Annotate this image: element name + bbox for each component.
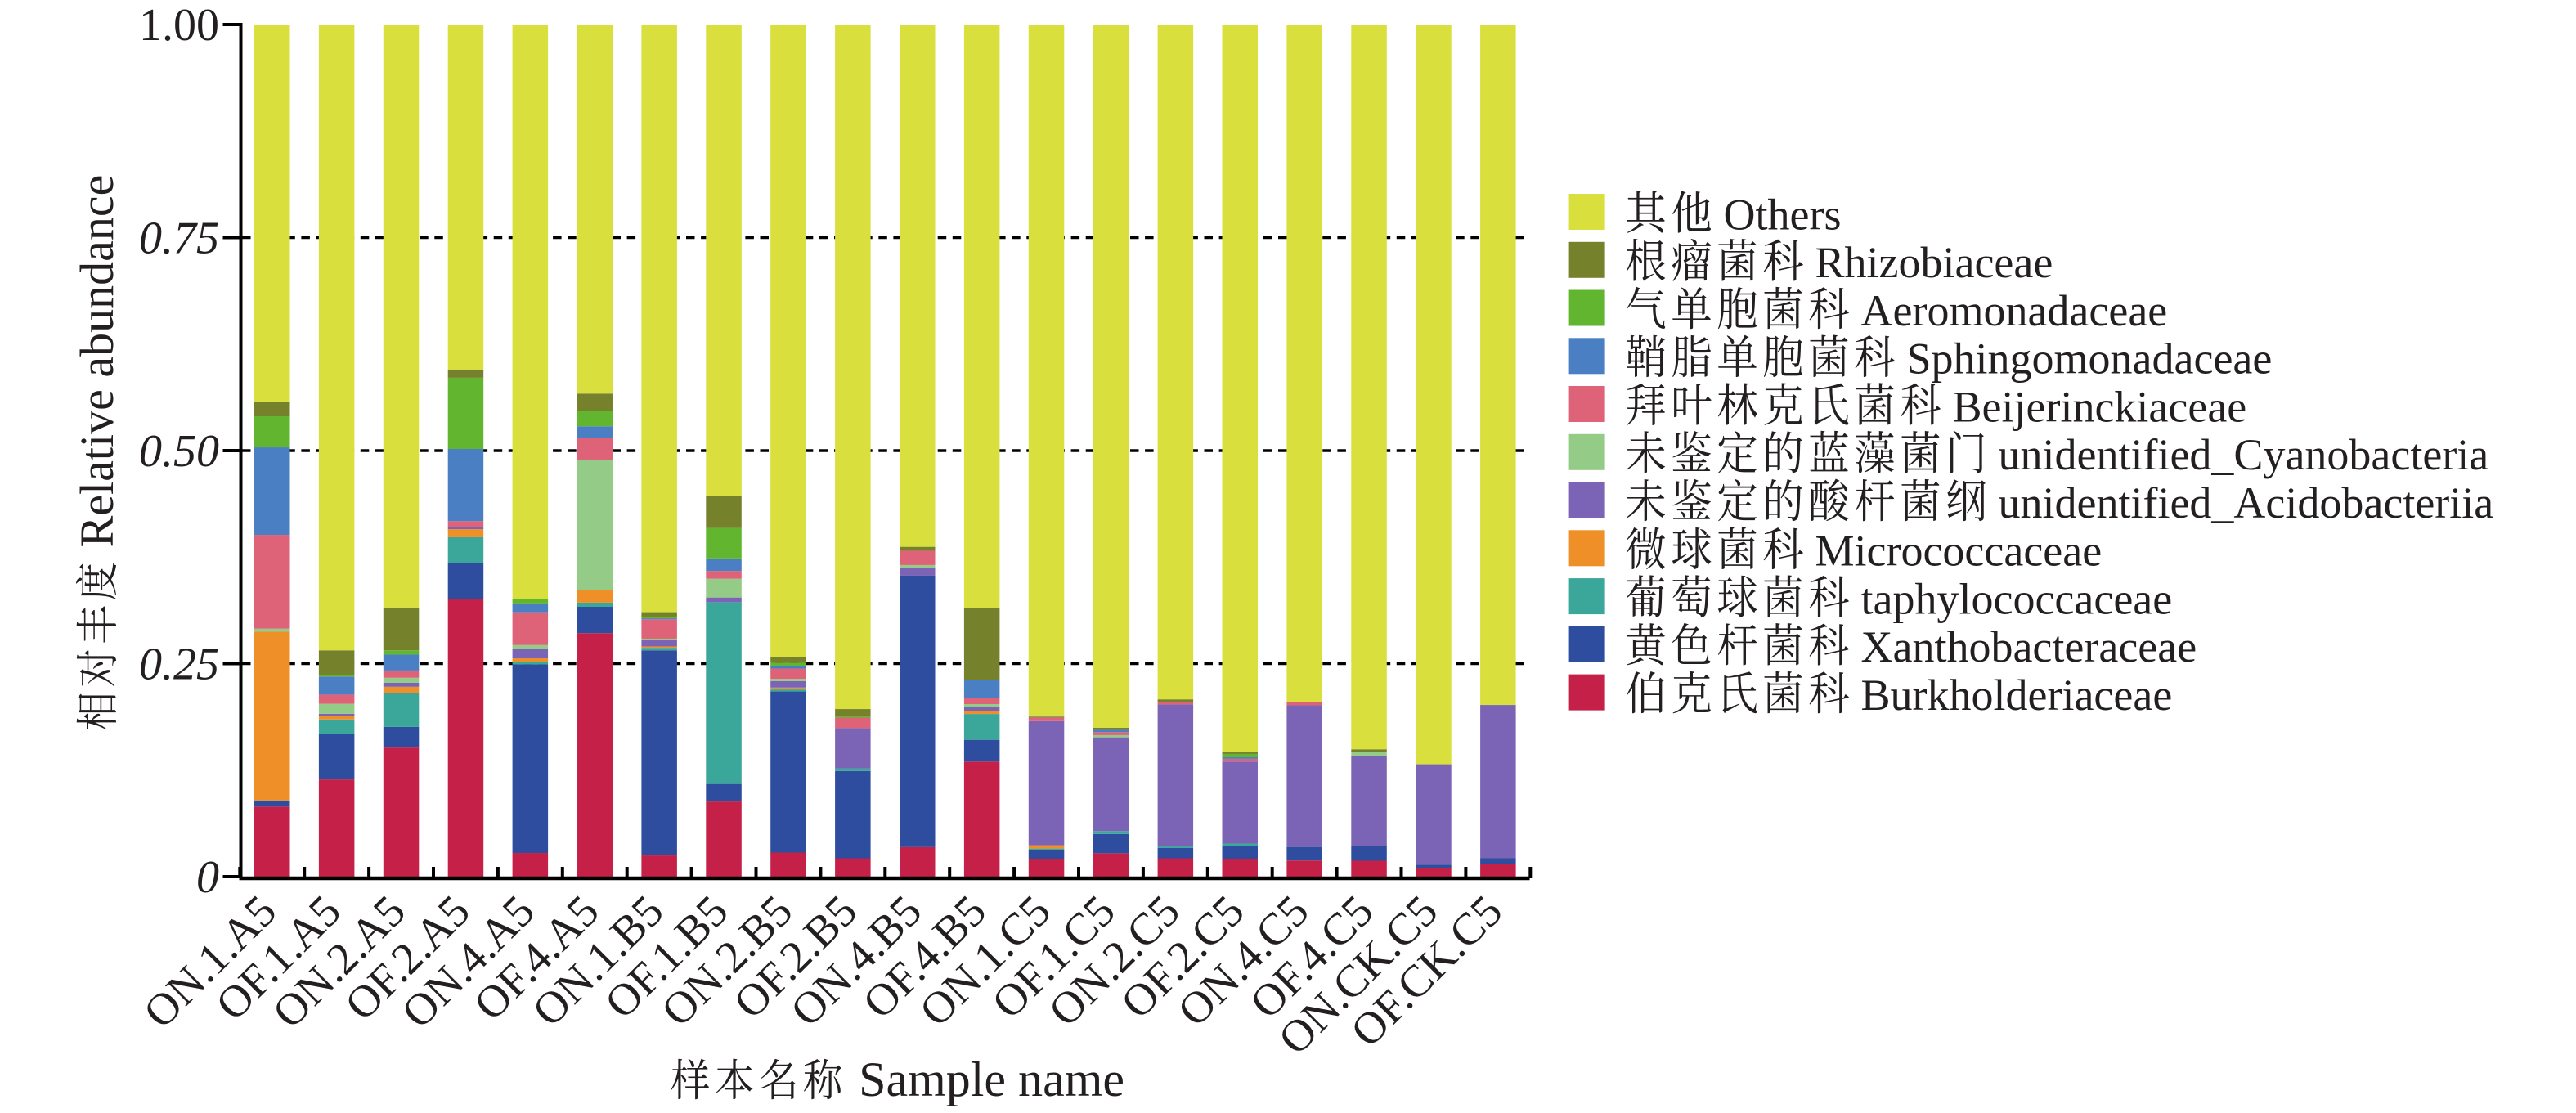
svg-text:Beijerinckiaceae: Beijerinckiaceae — [1953, 382, 2247, 431]
svg-text:Sample name: Sample name — [859, 1052, 1124, 1106]
svg-text:Relative abundance: Relative abundance — [70, 175, 123, 548]
svg-text:taphylococcaceae: taphylococcaceae — [1861, 574, 2173, 623]
svg-text:0: 0 — [196, 852, 219, 903]
svg-text:Sphingomonadaceae: Sphingomonadaceae — [1907, 334, 2273, 384]
svg-text:Burkholderiaceae: Burkholderiaceae — [1861, 671, 2173, 720]
svg-text:0.50: 0.50 — [139, 426, 219, 477]
svg-text:0.75: 0.75 — [139, 213, 219, 264]
svg-text:Xanthobacteraceae: Xanthobacteraceae — [1861, 622, 2197, 671]
svg-text:Others: Others — [1724, 190, 1842, 239]
svg-text:1.00: 1.00 — [139, 0, 219, 51]
svg-text:0.25: 0.25 — [139, 640, 219, 690]
svg-text:unidentified_Cyanobacteria: unidentified_Cyanobacteria — [1999, 430, 2489, 479]
svg-text:Aeromonadaceae: Aeromonadaceae — [1861, 286, 2168, 335]
svg-text:Rhizobiaceae: Rhizobiaceae — [1815, 238, 2053, 287]
svg-text:unidentified_Acidobacteriia: unidentified_Acidobacteriia — [1999, 478, 2494, 527]
svg-text:Micrococcaceae: Micrococcaceae — [1815, 527, 2103, 576]
